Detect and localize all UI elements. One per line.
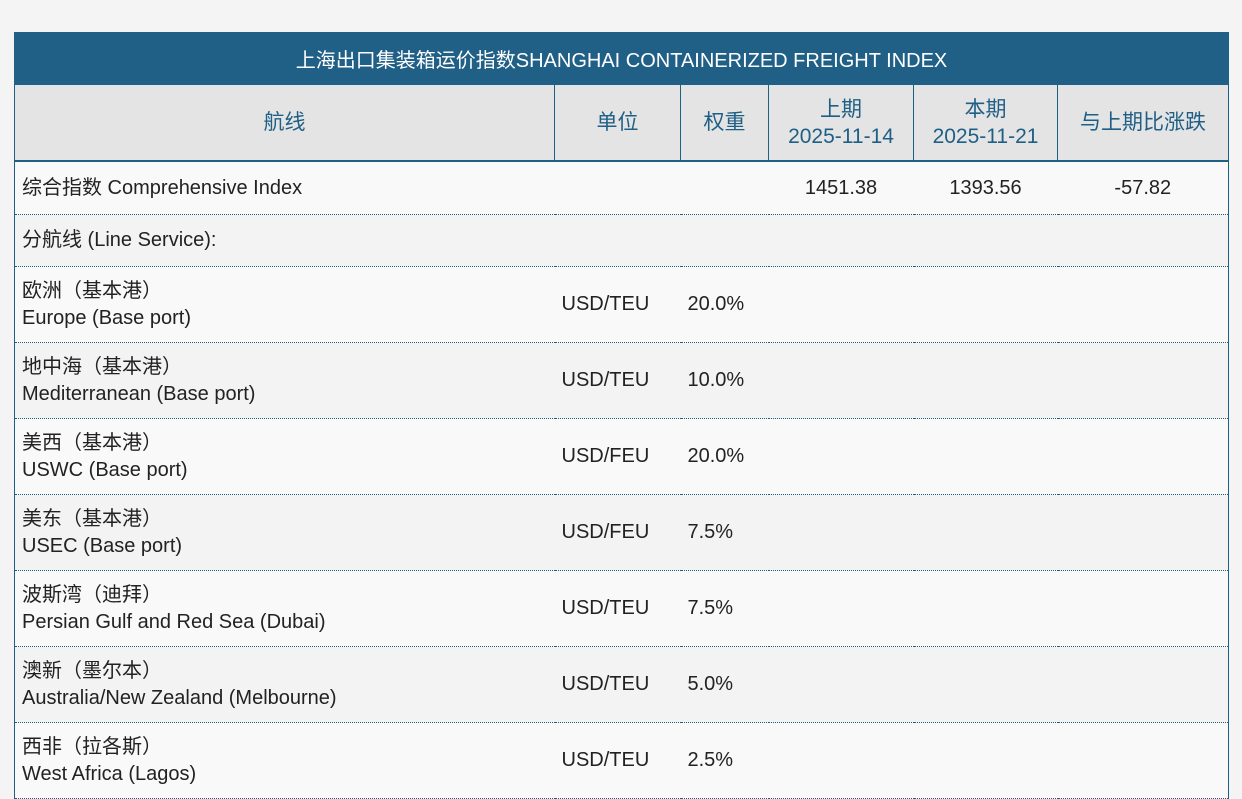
header-previous-label: 上期 (820, 97, 862, 121)
route-row: 欧洲（基本港） Europe (Base port) USD/TEU 20.0% (14, 266, 1230, 343)
route-name-en: West Africa (Lagos) (22, 762, 197, 785)
route-name-cn: 波斯湾（迪拜） (22, 583, 162, 606)
route-weight: 7.5% (680, 570, 769, 647)
route-unit: USD/FEU (554, 494, 681, 571)
route-name: 欧洲（基本港） Europe (Base port) (14, 266, 555, 343)
route-name-cn: 地中海（基本港） (22, 355, 182, 378)
route-curr (913, 570, 1058, 647)
route-name: 美东（基本港） USEC (Base port) (14, 494, 555, 571)
route-row: 澳新（墨尔本） Australia/New Zealand (Melbourne)… (14, 646, 1230, 723)
route-name: 西非（拉各斯） West Africa (Lagos) (14, 722, 555, 799)
route-unit: USD/TEU (554, 722, 681, 799)
route-curr (913, 342, 1058, 419)
route-change (1057, 266, 1230, 343)
route-change (1057, 494, 1230, 571)
comprehensive-change: -57.82 (1057, 161, 1230, 215)
route-unit: USD/TEU (554, 570, 681, 647)
route-change (1057, 570, 1230, 647)
header-route: 航线 (14, 84, 555, 162)
table-title: 上海出口集装箱运价指数SHANGHAI CONTAINERIZED FREIGH… (13, 32, 1230, 85)
header-change: 与上期比涨跌 (1056, 84, 1230, 162)
route-curr (913, 494, 1058, 571)
route-curr (913, 266, 1058, 343)
route-prev (768, 722, 914, 799)
route-weight: 20.0% (680, 266, 769, 343)
route-unit: USD/TEU (554, 646, 681, 723)
scfi-table-container: 上海出口集装箱运价指数SHANGHAI CONTAINERIZED FREIGH… (13, 32, 1230, 799)
route-change (1057, 722, 1230, 799)
route-name: 澳新（墨尔本） Australia/New Zealand (Melbourne) (14, 646, 555, 723)
comprehensive-row: 综合指数 Comprehensive Index 1451.38 1393.56… (14, 161, 1230, 215)
route-change (1057, 646, 1230, 723)
route-row: 地中海（基本港） Mediterranean (Base port) USD/TEU… (14, 342, 1230, 419)
route-weight: 7.5% (680, 494, 769, 571)
route-prev (768, 266, 914, 343)
route-row: 西非（拉各斯） West Africa (Lagos) USD/TEU 2.5% (14, 722, 1230, 799)
route-prev (768, 418, 914, 495)
header-current-date: 2025-11-21 (932, 124, 1039, 148)
route-prev (768, 570, 914, 647)
comprehensive-unit (554, 161, 681, 215)
route-unit: USD/FEU (554, 418, 681, 495)
header-current-label: 本期 (964, 97, 1007, 121)
comprehensive-curr: 1393.56 (913, 161, 1058, 215)
header-previous: 上期 2025-11-14 (768, 84, 914, 162)
route-row: 美东（基本港） USEC (Base port) USD/FEU 7.5% (14, 494, 1230, 571)
header-unit: 单位 (554, 84, 681, 162)
route-name-en: Europe (Base port) (22, 306, 191, 329)
route-row: 美西（基本港） USWC (Base port) USD/FEU 20.0% (14, 418, 1230, 495)
comprehensive-weight (680, 161, 769, 215)
route-name-cn: 西非（拉各斯） (22, 735, 162, 758)
route-prev (768, 342, 914, 419)
route-name: 波斯湾（迪拜） Persian Gulf and Red Sea (Dubai) (14, 570, 555, 647)
route-row: 波斯湾（迪拜） Persian Gulf and Red Sea (Dubai) U… (14, 570, 1230, 647)
route-curr (913, 646, 1058, 723)
header-row: 航线 单位 权重 上期 2025-11-14 本期 2025-11-21 与上期… (14, 84, 1230, 162)
route-name-cn: 澳新（墨尔本） (22, 659, 162, 682)
route-weight: 2.5% (680, 722, 769, 799)
scfi-table: 上海出口集装箱运价指数SHANGHAI CONTAINERIZED FREIGH… (13, 32, 1230, 799)
route-weight: 20.0% (680, 418, 769, 495)
route-name-cn: 美东（基本港） (22, 507, 162, 530)
route-prev (768, 494, 914, 571)
route-change (1057, 418, 1230, 495)
line-service-label: 分航线 (Line Service): (13, 214, 1230, 267)
route-rows: 欧洲（基本港） Europe (Base port) USD/TEU 20.0% 地中海… (14, 266, 1230, 799)
route-prev (768, 646, 914, 723)
route-name-cn: 欧洲（基本港） (22, 279, 162, 302)
route-curr (913, 722, 1058, 799)
comprehensive-name: 综合指数 Comprehensive Index (14, 161, 555, 215)
route-name: 美西（基本港） USWC (Base port) (14, 418, 555, 495)
title-row: 上海出口集装箱运价指数SHANGHAI CONTAINERIZED FREIGH… (13, 32, 1230, 85)
route-curr (913, 418, 1058, 495)
header-weight: 权重 (680, 84, 769, 162)
route-name-en: USEC (Base port) (22, 534, 183, 557)
route-name-en: Persian Gulf and Red Sea (Dubai) (22, 610, 326, 633)
header-previous-date: 2025-11-14 (788, 124, 894, 148)
route-weight: 10.0% (680, 342, 769, 419)
route-change (1057, 342, 1230, 419)
header-current: 本期 2025-11-21 (913, 84, 1058, 162)
route-weight: 5.0% (680, 646, 769, 723)
route-unit: USD/TEU (554, 342, 681, 419)
route-name-en: Australia/New Zealand (Melbourne) (22, 686, 337, 709)
route-unit: USD/TEU (554, 266, 681, 343)
route-name-cn: 美西（基本港） (22, 431, 162, 454)
comprehensive-prev: 1451.38 (768, 161, 914, 215)
route-name-en: USWC (Base port) (22, 458, 188, 481)
route-name: 地中海（基本港） Mediterranean (Base port) (14, 342, 555, 419)
route-name-en: Mediterranean (Base port) (22, 382, 256, 405)
line-service-row: 分航线 (Line Service): (13, 214, 1230, 267)
